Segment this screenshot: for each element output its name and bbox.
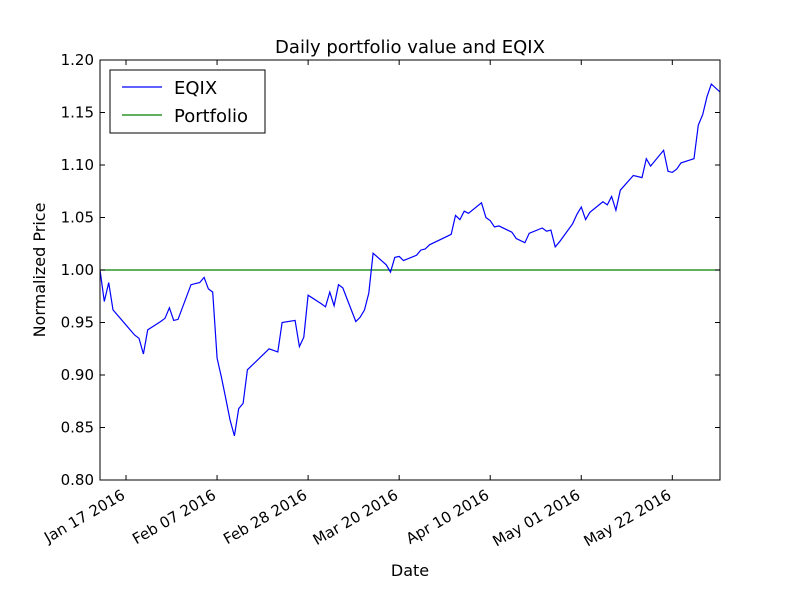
y-tick-label: 1.15 <box>61 104 94 122</box>
legend-label-eqix: EQIX <box>174 78 217 99</box>
y-tick-label: 1.05 <box>61 209 94 227</box>
y-tick-label: 1.20 <box>61 51 94 69</box>
y-axis-ticks: 0.80 0.85 0.90 0.95 1.00 1.05 1.10 1.15 1.20 <box>61 51 720 489</box>
y-tick-label: 1.00 <box>61 261 94 279</box>
legend-label-portfolio: Portfolio <box>174 106 248 127</box>
series-layer <box>100 83 720 437</box>
series-line-eqix <box>100 83 720 437</box>
y-axis-label: Normalized Price <box>30 203 49 338</box>
y-tick-label: 0.95 <box>61 314 94 332</box>
legend-box <box>109 69 266 134</box>
y-tick-label: 0.85 <box>61 419 94 437</box>
chart-title: Daily portfolio value and EQIX <box>275 37 545 58</box>
y-tick-label: 0.90 <box>61 366 94 384</box>
y-tick-label: 1.10 <box>61 156 94 174</box>
x-axis-label: Date <box>391 561 429 580</box>
y-tick-label: 0.80 <box>61 471 94 489</box>
legend: EQIX Portfolio <box>109 69 266 134</box>
